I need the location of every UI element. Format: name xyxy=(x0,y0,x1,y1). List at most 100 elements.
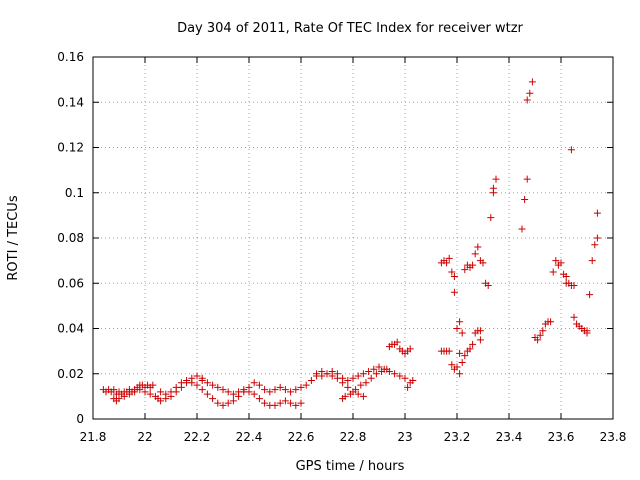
y-axis-label: ROTI / TECUs xyxy=(6,195,21,280)
data-point xyxy=(167,388,175,396)
data-point xyxy=(224,388,232,396)
data-point xyxy=(339,374,347,382)
data-point xyxy=(492,175,500,183)
data-point xyxy=(526,89,534,97)
data-point xyxy=(352,386,360,394)
x-tick-label: 21.8 xyxy=(80,430,107,444)
data-point xyxy=(276,383,284,391)
data-point xyxy=(456,318,464,326)
y-tick-label: 0.12 xyxy=(57,141,84,155)
data-point xyxy=(445,254,453,262)
data-point xyxy=(157,388,165,396)
data-point xyxy=(367,374,375,382)
data-point xyxy=(448,361,456,369)
chart-title: Day 304 of 2011, Rate Of TEC Index for r… xyxy=(177,21,523,36)
x-tick-label: 23.8 xyxy=(600,430,627,444)
data-point xyxy=(346,390,354,398)
data-point xyxy=(281,386,289,394)
data-point xyxy=(489,184,497,192)
data-point xyxy=(115,395,123,403)
data-point xyxy=(276,399,284,407)
data-point xyxy=(188,379,196,387)
axis-ticks: 21.8 22 22.2 22.4 22.6 22.8 23 23.2 23.4 23.6 23.8… xyxy=(57,50,626,444)
data-point xyxy=(287,399,295,407)
data-point xyxy=(476,336,484,344)
data-point xyxy=(110,386,118,394)
data-point xyxy=(255,381,263,389)
data-point xyxy=(469,340,477,348)
data-point xyxy=(172,383,180,391)
x-tick-label: 22.6 xyxy=(288,430,315,444)
data-point xyxy=(591,241,599,249)
data-point xyxy=(471,250,479,258)
data-point xyxy=(370,365,378,373)
data-point xyxy=(131,388,139,396)
data-point xyxy=(214,399,222,407)
data-point xyxy=(476,327,484,335)
grid xyxy=(93,57,613,419)
data-point xyxy=(536,331,544,339)
x-axis-label: GPS time / hours xyxy=(296,459,405,474)
data-point xyxy=(341,392,349,400)
data-point xyxy=(162,390,170,398)
data-point xyxy=(120,392,128,400)
data-point xyxy=(487,214,495,222)
data-point xyxy=(214,383,222,391)
data-point xyxy=(539,327,547,335)
data-point xyxy=(349,374,357,382)
data-point xyxy=(209,395,217,403)
data-point xyxy=(396,372,404,380)
y-tick-label: 0 xyxy=(76,412,84,426)
data-point xyxy=(219,401,227,409)
data-point xyxy=(240,386,248,394)
data-point xyxy=(484,282,492,290)
data-point xyxy=(378,367,386,375)
data-point xyxy=(255,395,263,403)
x-tick-label: 22.4 xyxy=(236,430,263,444)
data-point xyxy=(302,381,310,389)
data-point xyxy=(375,363,383,371)
y-tick-label: 0.06 xyxy=(57,276,84,290)
data-point xyxy=(523,175,531,183)
data-point xyxy=(297,383,305,391)
data-point xyxy=(586,291,594,299)
data-point xyxy=(458,358,466,366)
data-point xyxy=(479,259,487,267)
data-point xyxy=(557,259,565,267)
data-point xyxy=(245,388,253,396)
data-point xyxy=(469,261,477,269)
data-point xyxy=(333,370,341,378)
data-point xyxy=(281,397,289,405)
data-point xyxy=(547,318,555,326)
y-tick-label: 0.08 xyxy=(57,231,84,245)
data-point xyxy=(261,399,269,407)
data-point xyxy=(365,367,373,375)
data-point xyxy=(528,78,536,86)
data-point xyxy=(593,209,601,217)
data-point xyxy=(450,272,458,280)
data-point xyxy=(372,370,380,378)
data-point xyxy=(362,379,370,387)
data-point xyxy=(203,379,211,387)
data-point xyxy=(198,386,206,394)
data-point xyxy=(261,386,269,394)
data-point xyxy=(250,390,258,398)
x-tick-label: 22 xyxy=(137,430,152,444)
data-point xyxy=(593,234,601,242)
data-point xyxy=(552,257,560,265)
data-point xyxy=(203,390,211,398)
data-point xyxy=(307,377,315,385)
data-point xyxy=(328,367,336,375)
data-point xyxy=(461,266,469,274)
data-points xyxy=(99,78,601,409)
data-point xyxy=(354,390,362,398)
x-tick-label: 23.6 xyxy=(548,430,575,444)
data-point xyxy=(534,336,542,344)
data-point xyxy=(523,96,531,104)
data-point xyxy=(401,374,409,382)
data-point xyxy=(409,377,417,385)
data-point xyxy=(461,352,469,360)
data-point xyxy=(570,313,578,321)
data-point xyxy=(357,381,365,389)
